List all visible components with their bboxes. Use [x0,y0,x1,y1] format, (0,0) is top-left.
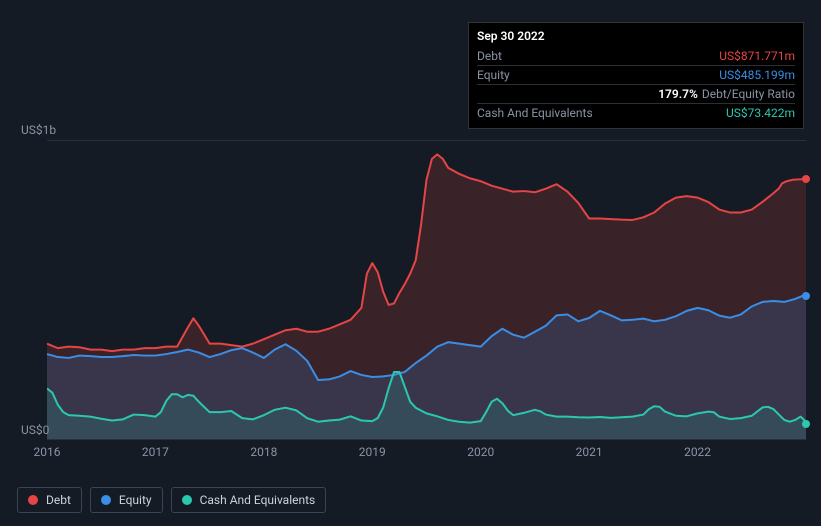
x-tick: 2016 [34,445,61,459]
x-tick: 2020 [467,445,494,459]
series-end-marker [802,175,810,183]
chart-tooltip: Sep 30 2022 Debt US$871.771m Equity US$485.… [468,22,804,129]
legend-item[interactable]: Equity [90,487,163,513]
tooltip-value: US$485.199m [719,68,795,82]
y-axis-top-label: US$1b [21,123,56,137]
tooltip-ratio: 179.7%Debt/Equity Ratio [658,87,795,101]
series-end-marker [802,292,810,300]
x-tick: 2022 [684,445,711,459]
legend-item[interactable]: Debt [17,487,82,513]
tooltip-value: US$73.422m [726,106,795,120]
legend-label: Debt [46,493,71,507]
legend-swatch [182,495,192,505]
debt-equity-chart: US$1b US$0 2016 2017 2018 2019 2020 2021 2022 [17,125,806,465]
legend: Debt Equity Cash And Equivalents [17,487,326,513]
series-end-marker [802,420,810,428]
plot-area[interactable] [47,140,806,440]
tooltip-row: 179.7%Debt/Equity Ratio [477,84,795,103]
tooltip-label: Equity [477,68,510,82]
x-tick: 2021 [576,445,603,459]
x-tick: 2017 [142,445,169,459]
x-tick: 2019 [359,445,386,459]
tooltip-label: Debt [477,49,502,63]
legend-swatch [28,495,38,505]
tooltip-date: Sep 30 2022 [477,29,795,47]
tooltip-row: Equity US$485.199m [477,65,795,84]
legend-label: Cash And Equivalents [200,493,316,507]
legend-swatch [101,495,111,505]
legend-label: Equity [119,493,152,507]
x-axis: 2016201720182019202020212022 [47,445,806,465]
tooltip-row: Cash And Equivalents US$73.422m [477,103,795,122]
tooltip-value: US$871.771m [719,49,795,63]
x-tick: 2018 [250,445,277,459]
y-axis-bottom-label: US$0 [21,423,49,437]
legend-item[interactable]: Cash And Equivalents [171,487,327,513]
tooltip-row: Debt US$871.771m [477,47,795,65]
tooltip-label: Cash And Equivalents [477,106,593,120]
